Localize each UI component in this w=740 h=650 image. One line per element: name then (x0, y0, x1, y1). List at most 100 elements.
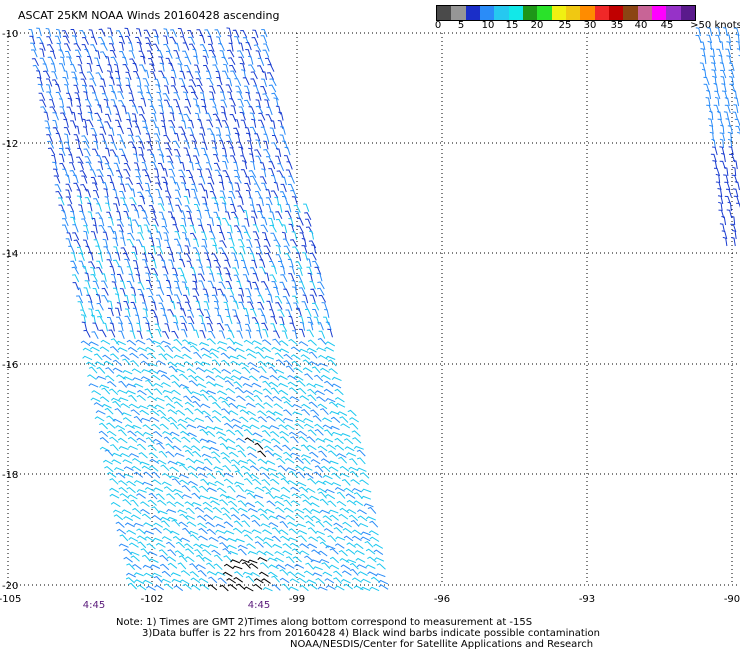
wind-barb (298, 281, 306, 290)
wind-barb (196, 383, 207, 389)
wind-barb (236, 583, 246, 590)
wind-barb (82, 355, 93, 361)
wind-barb (212, 244, 218, 254)
wind-barb (188, 472, 199, 479)
wind-barb (254, 190, 262, 199)
wind-barb (257, 301, 265, 310)
wind-barb (121, 509, 132, 515)
wind-barb (241, 69, 247, 79)
wind-barb (95, 212, 103, 221)
wind-barb (357, 571, 368, 576)
wind-barb (709, 131, 714, 142)
wind-barb (174, 362, 185, 367)
wind-barb (202, 501, 213, 508)
wind-barb (73, 43, 82, 51)
wind-barb (61, 210, 67, 219)
wind-barb (173, 354, 184, 359)
wind-barb (267, 557, 278, 562)
wind-barb (221, 400, 231, 408)
wind-barb (703, 76, 710, 86)
wind-barb (145, 133, 152, 143)
wind-barb (158, 211, 165, 221)
wind-barb (716, 48, 723, 58)
note-line-1: Note: 1) Times are GMT 2)Times along bot… (116, 617, 533, 628)
wind-barb (181, 329, 188, 338)
wind-barb (303, 570, 314, 576)
wind-barb (252, 281, 260, 290)
wind-barb (198, 183, 206, 192)
wind-barb (191, 274, 198, 283)
wind-barb (333, 522, 343, 529)
wind-barb (97, 119, 105, 128)
wind-barb (153, 522, 163, 528)
wind-barb (106, 422, 116, 429)
wind-barb (255, 92, 262, 101)
wind-barb (360, 472, 370, 479)
wind-barb (270, 232, 278, 241)
wind-barb (727, 138, 733, 149)
wind-barb (302, 252, 308, 261)
wind-barb (181, 281, 188, 291)
wind-barb (186, 432, 197, 438)
wind-barb (274, 550, 285, 556)
wind-barb (260, 472, 270, 480)
wind-barb (188, 36, 196, 45)
wind-barb (107, 226, 115, 235)
wind-barb (273, 444, 283, 451)
wind-barb (164, 142, 172, 151)
wind-barb (86, 62, 92, 72)
wind-barb (264, 288, 272, 297)
wind-barb (185, 515, 196, 520)
wind-barb (245, 49, 252, 58)
wind-barb (300, 354, 311, 360)
wind-barb (296, 267, 303, 276)
wind-barb (94, 99, 101, 108)
wind-barb (233, 127, 240, 136)
wind-barb (259, 266, 267, 275)
wind-barb (119, 288, 126, 297)
wind-barb (163, 486, 174, 493)
wind-barb (710, 153, 717, 163)
wind-barb (207, 176, 215, 185)
wind-barb (80, 340, 91, 347)
wind-barb (258, 571, 269, 577)
latitude-label: -20 (2, 581, 18, 592)
wind-barb (261, 346, 271, 353)
wind-barb (100, 339, 111, 345)
wind-barb (156, 294, 164, 303)
wind-barb (82, 239, 89, 248)
wind-barb (280, 274, 288, 283)
wind-barb (334, 397, 345, 403)
wind-barb (268, 161, 276, 170)
wind-barb (287, 183, 295, 192)
wind-barb (181, 322, 188, 332)
wind-barb (188, 85, 196, 94)
wind-barb (133, 162, 140, 171)
wind-barb (99, 436, 109, 444)
wind-barb (174, 132, 180, 142)
wind-barb (138, 146, 144, 156)
scale-swatch (580, 6, 595, 20)
wind-barb (54, 184, 62, 193)
wind-barb (205, 521, 215, 528)
wind-barb (228, 500, 238, 507)
wind-barb (93, 239, 100, 248)
wind-barb (76, 55, 83, 65)
wind-barb (245, 323, 252, 333)
wind-barb (227, 35, 233, 44)
wind-barb (331, 472, 341, 479)
wind-barb (284, 253, 292, 261)
wind-barb (206, 472, 217, 479)
wind-barb (172, 535, 183, 543)
wind-barb (151, 423, 161, 430)
wind-barb (281, 583, 290, 591)
wind-barb (144, 388, 154, 396)
wind-barb (136, 85, 143, 94)
wind-barb (733, 104, 739, 114)
wind-barb (176, 252, 182, 262)
wind-barb (202, 55, 208, 65)
wind-barb (170, 422, 179, 430)
wind-barb (153, 133, 161, 142)
wind-barb (318, 450, 327, 458)
wind-barb (73, 84, 80, 94)
